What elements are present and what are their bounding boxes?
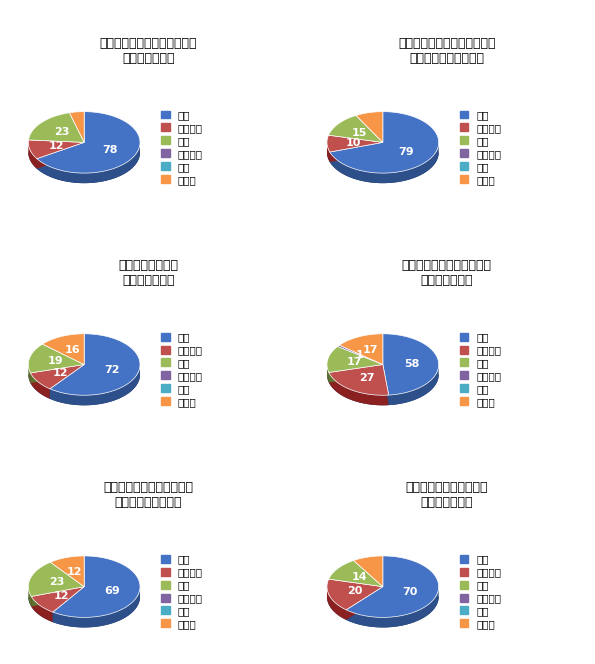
Polygon shape [50,365,84,399]
Polygon shape [31,596,53,622]
Polygon shape [330,142,383,162]
Polygon shape [30,365,84,383]
Polygon shape [327,135,383,152]
Polygon shape [383,365,389,405]
Polygon shape [29,113,84,142]
Polygon shape [339,334,383,365]
Polygon shape [31,587,84,612]
Polygon shape [346,586,439,627]
Polygon shape [51,556,84,587]
Text: 会計の待ち時間は
いかがですか？: 会計の待ち時間は いかがですか？ [118,259,178,287]
Polygon shape [50,365,84,399]
Polygon shape [353,556,383,587]
Text: 79: 79 [399,147,414,157]
Polygon shape [30,365,84,389]
Polygon shape [346,556,439,618]
Text: 10: 10 [346,138,362,148]
Text: 医師の対応・説明については
いかがですか？: 医師の対応・説明については いかがですか？ [99,37,197,65]
Text: 1: 1 [356,350,364,360]
Text: 看護師（外来事務員含む）の
対応はいかがですか？: 看護師（外来事務員含む）の 対応はいかがですか？ [398,37,496,65]
Text: 待合室の雰囲気については
いかがですか？: 待合室の雰囲気については いかがですか？ [402,259,492,287]
Polygon shape [53,556,140,618]
Text: 12: 12 [48,141,64,151]
Polygon shape [346,587,383,620]
Polygon shape [31,587,84,606]
Polygon shape [29,597,140,627]
Polygon shape [37,142,84,169]
Text: 当院の全体的な満足度は
いかがですか？: 当院の全体的な満足度は いかがですか？ [406,481,488,509]
Polygon shape [31,587,84,606]
Polygon shape [328,116,383,142]
Text: 69: 69 [104,586,120,596]
Polygon shape [42,334,84,365]
Text: 72: 72 [104,365,120,374]
Text: 23: 23 [54,127,70,137]
Text: 20: 20 [347,586,363,596]
Polygon shape [337,345,383,365]
Polygon shape [37,144,140,183]
Text: 17: 17 [362,345,378,355]
Polygon shape [50,334,140,395]
Polygon shape [37,142,84,169]
Polygon shape [29,586,31,606]
Polygon shape [29,142,37,169]
Legend: 満足, やや満足, 普通, やや不満, 不満, 未回答: 満足, やや満足, 普通, やや不満, 不満, 未回答 [161,554,203,629]
Polygon shape [327,579,383,610]
Text: 12: 12 [67,566,83,576]
Polygon shape [29,562,84,596]
Polygon shape [356,112,383,142]
Legend: 満足, やや満足, 普通, やや不満, 不満, 未回答: 満足, やや満足, 普通, やや不満, 不満, 未回答 [161,110,203,185]
Polygon shape [327,597,439,627]
Text: 17: 17 [346,357,362,367]
Polygon shape [383,334,439,395]
Polygon shape [327,142,330,162]
Legend: 満足, やや満足, 普通, やや不満, 不満, 未回答: 満足, やや満足, 普通, やや不満, 不満, 未回答 [161,332,203,407]
Polygon shape [389,365,439,405]
Polygon shape [70,112,84,142]
Polygon shape [330,142,439,183]
Text: 診察室のプライバシーへの
配慮はどうですか？: 診察室のプライバシーへの 配慮はどうですか？ [103,481,193,509]
Polygon shape [383,365,389,405]
Text: 19: 19 [48,356,64,366]
Text: 70: 70 [402,587,418,597]
Polygon shape [29,153,140,183]
Polygon shape [329,373,389,405]
Polygon shape [30,365,84,383]
Text: 12: 12 [54,592,69,602]
Text: 12: 12 [52,369,68,378]
Polygon shape [329,365,383,382]
Polygon shape [327,365,329,382]
Text: 23: 23 [49,577,64,587]
Polygon shape [327,374,439,405]
Polygon shape [330,112,439,173]
Text: 27: 27 [359,373,374,382]
Polygon shape [330,142,383,162]
Text: 15: 15 [352,127,368,137]
Polygon shape [327,153,439,183]
Polygon shape [329,365,389,395]
Polygon shape [29,374,140,405]
Text: 16: 16 [64,345,80,355]
Polygon shape [328,560,383,587]
Polygon shape [50,366,140,405]
Legend: 満足, やや満足, 普通, やや不満, 不満, 未回答: 満足, やや満足, 普通, やや不満, 不満, 未回答 [460,554,502,629]
Polygon shape [29,140,84,159]
Text: 58: 58 [404,359,419,369]
Polygon shape [30,373,50,399]
Polygon shape [327,586,346,620]
Polygon shape [37,112,140,173]
Polygon shape [29,344,84,373]
Polygon shape [327,347,383,373]
Polygon shape [53,587,84,622]
Text: 14: 14 [352,572,367,582]
Polygon shape [329,365,383,382]
Polygon shape [29,364,30,383]
Text: 78: 78 [102,145,117,155]
Legend: 満足, やや満足, 普通, やや不満, 不満, 未回答: 満足, やや満足, 普通, やや不満, 不満, 未回答 [460,332,502,407]
Legend: 満足, やや満足, 普通, やや不満, 不満, 未回答: 満足, やや満足, 普通, やや不満, 不満, 未回答 [460,110,502,185]
Polygon shape [346,587,383,620]
Polygon shape [53,587,84,622]
Polygon shape [53,587,140,627]
